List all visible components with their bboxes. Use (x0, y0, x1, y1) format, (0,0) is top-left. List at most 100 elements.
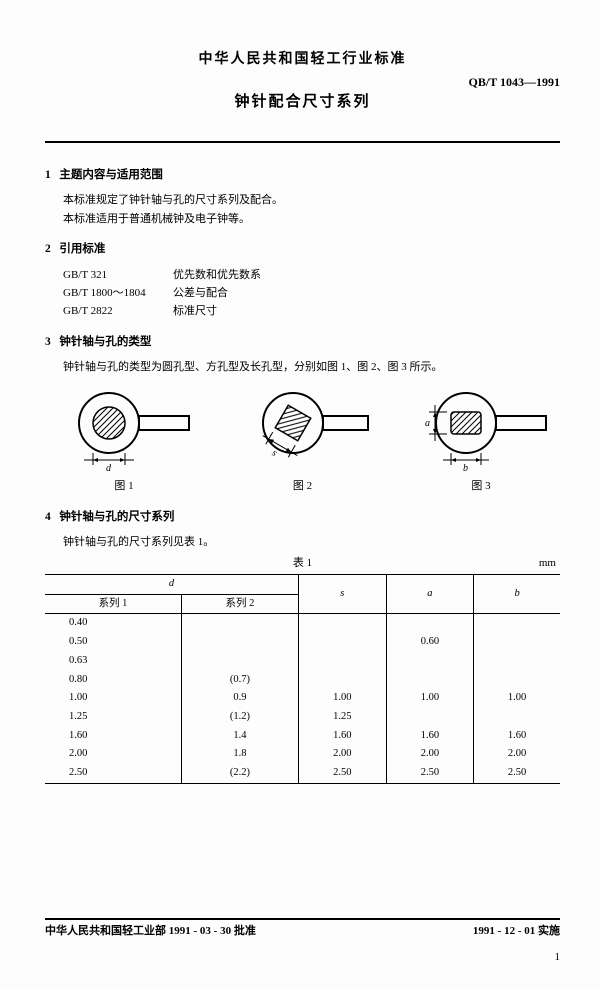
cell-d1: 1.00 (45, 689, 182, 708)
section-1-p2: 本标准适用于普通机械钟及电子钟等。 (63, 212, 560, 227)
col-b: b (474, 575, 560, 614)
figure-2-caption: 图 2 (228, 479, 378, 494)
footer-approval: 中华人民共和国轻工业部 1991 - 03 - 30 批准 (45, 924, 256, 939)
cell-d2 (182, 652, 299, 671)
cell-a (386, 652, 474, 671)
table-1-title: 表 1 (293, 556, 312, 571)
section-title: 钟针轴与孔的尺寸系列 (59, 511, 174, 523)
cell-b: 2.00 (474, 745, 560, 764)
cell-a: 1.60 (386, 727, 474, 746)
cell-s: 1.25 (298, 708, 386, 727)
col-d: d (45, 575, 298, 595)
cell-s (298, 614, 386, 633)
ref-code: GB/T 1800～1804 (63, 286, 173, 301)
ref-row: GB/T 1800～1804公差与配合 (63, 286, 560, 301)
dim-s: s (269, 448, 278, 460)
cell-a: 2.50 (386, 764, 474, 783)
section-title: 钟针轴与孔的类型 (59, 336, 151, 348)
cell-a (386, 614, 474, 633)
col-a: a (386, 575, 474, 614)
cell-d2: 1.8 (182, 745, 299, 764)
cell-b (474, 708, 560, 727)
section-4-heading: 4 钟针轴与孔的尺寸系列 (45, 509, 560, 525)
dim-b: b (463, 463, 468, 473)
standard-code: QB/T 1043—1991 (469, 74, 560, 91)
cell-b: 1.60 (474, 727, 560, 746)
cell-d1: 2.50 (45, 764, 182, 783)
cell-s: 1.60 (298, 727, 386, 746)
section-num: 2 (45, 243, 51, 255)
table-row: 0.50 0.60 (45, 633, 560, 652)
cell-s (298, 671, 386, 690)
table-row: 2.50(2.2)2.502.502.50 (45, 764, 560, 783)
cell-a: 0.60 (386, 633, 474, 652)
cell-d1: 0.80 (45, 671, 182, 690)
figure-1: d (49, 383, 199, 473)
table-row: 1.000.91.001.001.00 (45, 689, 560, 708)
cell-a (386, 671, 474, 690)
header-rule (45, 141, 560, 143)
table-row: 0.40 (45, 614, 560, 633)
figure-1-caption: 图 1 (49, 479, 199, 494)
cell-s (298, 633, 386, 652)
cell-d1: 1.25 (45, 708, 182, 727)
table-row: 0.80(0.7) (45, 671, 560, 690)
cell-d2 (182, 614, 299, 633)
standard-org: 中华人民共和国轻工行业标准 (45, 50, 560, 70)
section-title: 主题内容与适用范围 (59, 169, 163, 181)
table-row: 2.001.82.002.002.00 (45, 745, 560, 764)
cell-d1: 2.00 (45, 745, 182, 764)
section-title: 引用标准 (59, 243, 105, 255)
cell-d2: (0.7) (182, 671, 299, 690)
ref-name: 公差与配合 (173, 287, 228, 299)
section-2-heading: 2 引用标准 (45, 241, 560, 257)
dim-a: a (425, 418, 430, 429)
section-1-heading: 1 主题内容与适用范围 (45, 167, 560, 183)
table-row: 1.601.41.601.601.60 (45, 727, 560, 746)
cell-d1: 0.63 (45, 652, 182, 671)
cell-s: 2.50 (298, 764, 386, 783)
figure-3: a b (406, 383, 556, 473)
cell-b: 1.00 (474, 689, 560, 708)
cell-d1: 0.50 (45, 633, 182, 652)
ref-name: 标准尺寸 (173, 305, 217, 317)
cell-s (298, 652, 386, 671)
section-4-p1: 钟针轴与孔的尺寸系列见表 1。 (63, 535, 560, 550)
section-3-p1: 钟针轴与孔的类型为圆孔型、方孔型及长孔型，分别如图 1、图 2、图 3 所示。 (63, 360, 560, 375)
cell-d2 (182, 633, 299, 652)
cell-b (474, 614, 560, 633)
figure-3-caption: 图 3 (406, 479, 556, 494)
cell-s: 1.00 (298, 689, 386, 708)
dim-d: d (106, 463, 112, 473)
cell-b: 2.50 (474, 764, 560, 783)
cell-a: 2.00 (386, 745, 474, 764)
ref-code: GB/T 321 (63, 268, 173, 283)
cell-a (386, 708, 474, 727)
section-3-heading: 3 钟针轴与孔的类型 (45, 334, 560, 350)
table-row: 0.63 (45, 652, 560, 671)
figure-row: d s a (49, 383, 556, 473)
cell-d2: 0.9 (182, 689, 299, 708)
cell-d2: 1.4 (182, 727, 299, 746)
table-row: 1.25(1.2)1.25 (45, 708, 560, 727)
figure-captions: 图 1 图 2 图 3 (49, 479, 556, 494)
ref-row: GB/T 321优先数和优先数系 (63, 268, 560, 283)
table-1-unit: mm (539, 556, 556, 571)
col-d1: 系列 1 (45, 594, 182, 614)
standard-title: 钟针配合尺寸系列 (45, 92, 560, 113)
cell-b (474, 633, 560, 652)
ref-row: GB/T 2822标准尺寸 (63, 304, 560, 319)
cell-s: 2.00 (298, 745, 386, 764)
page-footer: 中华人民共和国轻工业部 1991 - 03 - 30 批准 1991 - 12 … (45, 918, 560, 965)
cell-d1: 1.60 (45, 727, 182, 746)
page-number: 1 (45, 950, 560, 965)
ref-name: 优先数和优先数系 (173, 269, 261, 281)
col-s: s (298, 575, 386, 614)
section-num: 1 (45, 169, 51, 181)
cell-d2: (2.2) (182, 764, 299, 783)
section-num: 4 (45, 511, 51, 523)
section-num: 3 (45, 336, 51, 348)
cell-b (474, 652, 560, 671)
cell-d2: (1.2) (182, 708, 299, 727)
figure-2: s (228, 383, 378, 473)
